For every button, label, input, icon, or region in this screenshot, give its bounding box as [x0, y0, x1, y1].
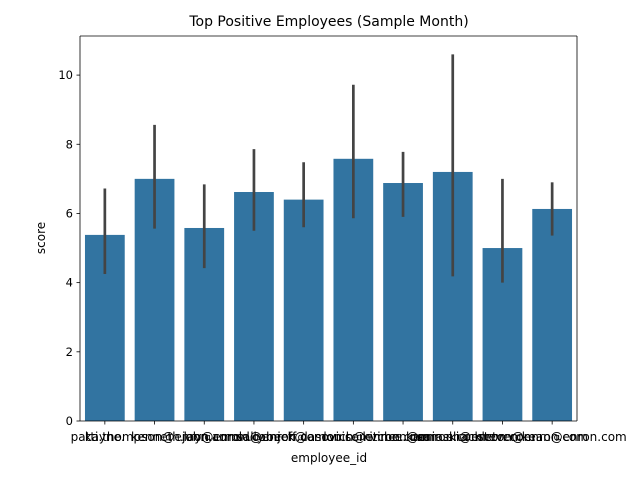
y-tick-label: 10 [58, 68, 73, 82]
x-axis-label: employee_id [291, 451, 367, 465]
x-tick-label: kayne. [85, 430, 125, 444]
x-tick-label: kenneth.lay@enron.com [131, 430, 277, 444]
plot-area: 0 2 4 6 8 10 kayne.patti.thompson@enron.comken… [58, 35, 627, 444]
bar [283, 199, 324, 421]
bar [383, 183, 423, 421]
x-tick-label: john.arnold@enron.com [181, 430, 326, 444]
x-tick-label: vince.kaminski@enron.com [370, 430, 535, 444]
y-tick-label: 0 [66, 414, 73, 428]
bar [532, 208, 573, 421]
y-tick-label: 6 [66, 206, 73, 220]
x-tick-label: steven.kean@enron.com [478, 430, 627, 444]
x-tick-label: louise.kitchen@enron.com [323, 430, 482, 444]
chart-title: Top Positive Employees (Sample Month) [188, 14, 468, 30]
y-tick-label: 4 [66, 276, 73, 290]
y-tick-label: 8 [66, 137, 73, 151]
x-tick-label: sara.shackleton@enron.com [417, 430, 588, 444]
x-tick-label: patti.thompson@enron.com [71, 430, 239, 444]
x-tick-label: jeff.dasovich@enron.com [276, 430, 429, 444]
x-tick-label: sally.beck@enron.com [237, 430, 371, 444]
y-axis-label: score [34, 222, 48, 254]
y-tick-label: 2 [66, 345, 73, 359]
